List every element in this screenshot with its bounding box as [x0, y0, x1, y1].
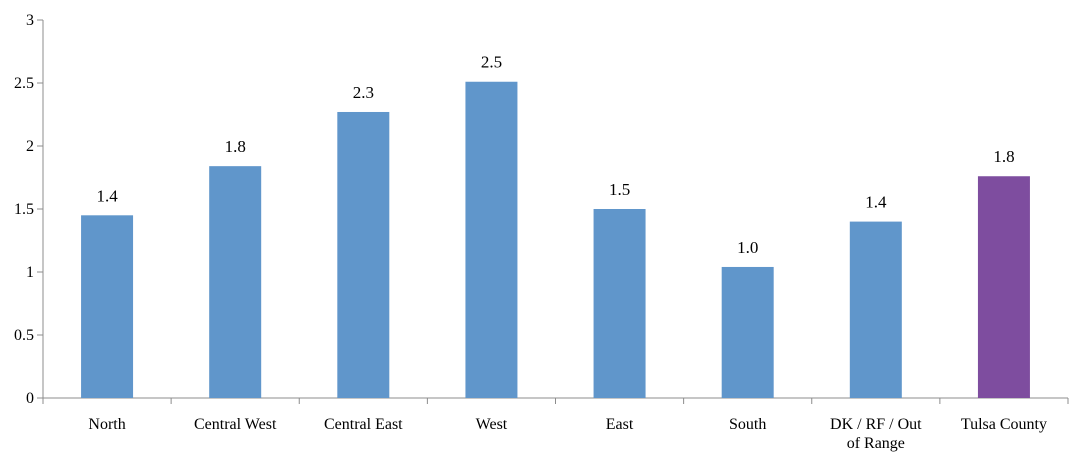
- data-label: 1.5: [609, 180, 630, 199]
- category-label: DK / RF / Out of Range: [830, 416, 922, 452]
- data-label: 1.8: [993, 147, 1014, 166]
- category-label: Tulsa County: [961, 416, 1047, 433]
- category-label: North: [88, 416, 125, 433]
- category-label-line: West: [476, 416, 508, 433]
- category-label-line: South: [729, 416, 766, 433]
- y-tick-label: 2.5: [14, 75, 34, 92]
- category-label-line: East: [606, 416, 634, 433]
- data-label: 2.3: [353, 83, 374, 102]
- data-label: 2.5: [481, 53, 502, 72]
- data-label: 1.4: [96, 186, 118, 205]
- y-tick-label: 1.5: [14, 201, 34, 218]
- axes-layer: [37, 19, 1069, 404]
- data-label: 1.0: [737, 238, 758, 257]
- bar-dk-rf-out-of-range: [849, 221, 902, 398]
- category-label-line: Central West: [194, 416, 277, 433]
- y-tick-label: 1: [26, 264, 34, 281]
- category-label-line: Tulsa County: [961, 416, 1047, 433]
- labels-layer: 0 0.5 1 1.5 2 2.5 3 1.4 North 1.8 Central West 2.3 C…: [14, 12, 1047, 452]
- data-label: 1.8: [225, 137, 246, 156]
- category-label-line: of Range: [847, 435, 905, 452]
- category-label: East: [606, 416, 634, 433]
- bar-south: [721, 266, 774, 398]
- category-label: Central East: [324, 416, 403, 433]
- category-label-line: North: [88, 416, 125, 433]
- bar-central-east: [337, 111, 390, 398]
- y-tick-label: 2: [26, 138, 34, 155]
- category-label: West: [476, 416, 508, 433]
- category-label-line: DK / RF / Out: [830, 416, 922, 433]
- bar-central-west: [209, 166, 262, 398]
- bar-east: [593, 209, 646, 398]
- y-tick-label: 0.5: [14, 327, 34, 344]
- y-tick-label: 3: [26, 12, 34, 29]
- category-label-line: Central East: [324, 416, 403, 433]
- y-tick-label: 0: [26, 390, 34, 407]
- bar-west: [465, 81, 518, 399]
- bars-layer: [81, 81, 1030, 399]
- bar-north: [81, 215, 134, 398]
- category-label: Central West: [194, 416, 277, 433]
- data-label: 1.4: [865, 193, 887, 212]
- bar-tulsa-county: [977, 176, 1030, 398]
- category-label: South: [729, 416, 766, 433]
